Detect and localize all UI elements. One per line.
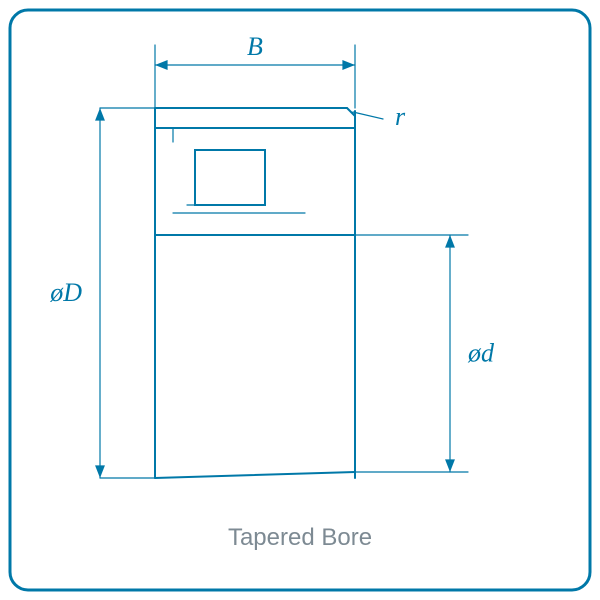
- label-B: B: [247, 32, 263, 61]
- label-D: øD: [49, 278, 82, 307]
- diagram-title: Tapered Bore: [228, 524, 372, 551]
- roller-rect: [195, 150, 265, 205]
- diagram-border: [10, 10, 590, 590]
- label-r: r: [395, 102, 406, 131]
- label-d: ød: [467, 339, 495, 368]
